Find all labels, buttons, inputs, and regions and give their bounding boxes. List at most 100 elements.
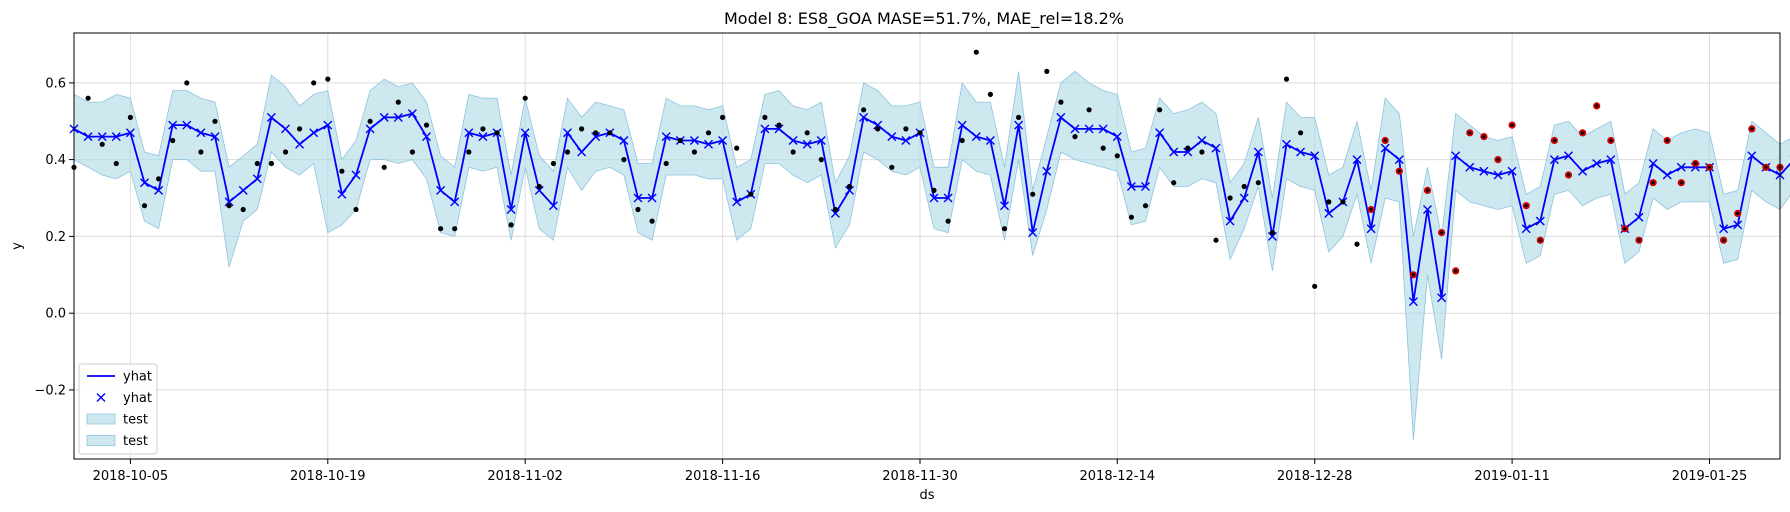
- y-tick-label: 0.2: [45, 230, 66, 245]
- actual-points: [71, 49, 1360, 289]
- yhat-marker: [1197, 136, 1207, 145]
- actual-point: [931, 187, 937, 193]
- yhat-marker: [1719, 224, 1729, 234]
- actual-point: [734, 145, 740, 151]
- test-point-center: [1693, 161, 1697, 166]
- test-point-center: [1496, 158, 1500, 162]
- yhat-marker: [760, 124, 770, 134]
- yhat-marker: [1535, 216, 1545, 226]
- test-point-center: [1411, 273, 1415, 277]
- actual-point: [1199, 149, 1205, 155]
- actual-point: [1354, 241, 1360, 247]
- actual-point: [325, 76, 331, 82]
- actual-point: [381, 164, 387, 170]
- yhat-marker: [1253, 147, 1263, 157]
- x-axis: 2018-10-05 2018-10-19 2018-11-02 2018-11-16…: [93, 459, 1747, 484]
- actual-point: [607, 130, 613, 136]
- chart-title: Model 8: ES8_GOA MASE=51.7%, MAE_rel=18.…: [724, 9, 1124, 29]
- legend-band-swatch: [86, 435, 116, 446]
- x-tick-label: 2018-12-14: [1080, 469, 1156, 484]
- test-point-center: [1623, 227, 1627, 231]
- yhat-marker: [774, 124, 784, 134]
- x-tick-label: 2018-10-05: [93, 469, 169, 484]
- yhat-marker: [619, 136, 629, 145]
- x-tick-label: 2018-12-28: [1277, 469, 1353, 484]
- actual-point: [438, 226, 444, 232]
- test-point-center: [1566, 173, 1571, 177]
- test-point-center: [1609, 138, 1613, 143]
- yhat-marker: [1126, 182, 1136, 191]
- yhat-marker: [1564, 151, 1573, 161]
- test-point-center: [1736, 211, 1740, 215]
- yhat-marker: [1000, 201, 1009, 211]
- y-axis: −0.2 0.0 0.2 0.4 0.6: [34, 76, 74, 398]
- yhat-marker: [266, 112, 276, 122]
- yhat-marker: [295, 139, 305, 149]
- actual-point: [156, 176, 162, 182]
- actual-point: [1114, 153, 1120, 159]
- yhat-marker: [548, 201, 558, 211]
- actual-point: [113, 160, 119, 167]
- test-points: [1367, 102, 1784, 279]
- yhat-marker: [422, 132, 431, 142]
- actual-point: [1100, 145, 1106, 151]
- yhat-marker: [1507, 166, 1517, 176]
- actual-point: [776, 122, 782, 128]
- test-point-center: [1397, 169, 1401, 173]
- yhat-marker: [520, 128, 530, 138]
- actual-point: [198, 149, 204, 155]
- yhat-marker: [450, 197, 460, 207]
- actual-point: [423, 122, 430, 128]
- actual-point: [748, 191, 754, 197]
- actual-point: [536, 183, 542, 190]
- yhat-marker: [1098, 124, 1108, 134]
- actual-point: [790, 149, 796, 155]
- actual-point: [1142, 203, 1149, 209]
- yhat-marker: [196, 128, 206, 138]
- actual-point: [818, 157, 824, 163]
- yhat-marker: [732, 197, 742, 207]
- yhat-marker: [1028, 228, 1038, 238]
- yhat-marker: [1014, 120, 1024, 130]
- actual-point: [1016, 114, 1022, 120]
- actual-point: [593, 130, 599, 136]
- yhat-marker: [224, 197, 234, 207]
- yhat-marker: [929, 193, 939, 203]
- legend-label: test: [123, 413, 148, 428]
- yhat-marker: [1112, 132, 1122, 142]
- x-tick-label: 2018-11-30: [882, 469, 958, 484]
- yhat-marker: [1211, 143, 1221, 153]
- yhat-marker: [704, 139, 713, 149]
- actual-point: [677, 137, 683, 144]
- actual-point: [861, 107, 867, 113]
- yhat-marker: [309, 128, 319, 138]
- test-point-center: [1538, 238, 1542, 242]
- yhat-marker: [788, 136, 798, 145]
- actual-point: [1340, 199, 1346, 205]
- actual-point: [212, 118, 218, 124]
- yhat-marker: [83, 132, 93, 142]
- yhat-marker: [1366, 224, 1376, 234]
- yhat-marker: [1225, 216, 1235, 226]
- yhat-marker: [1183, 147, 1193, 157]
- yhat-marker: [802, 139, 812, 149]
- actual-point: [987, 91, 994, 97]
- yhat-marker: [577, 147, 587, 157]
- yhat-marker: [140, 178, 149, 188]
- actual-point: [127, 114, 133, 120]
- test-point-center: [1764, 165, 1768, 169]
- yhat-marker: [718, 136, 728, 145]
- yhat-marker: [182, 120, 192, 130]
- test-point-center: [1369, 207, 1373, 212]
- test-point-center: [1722, 238, 1726, 242]
- test-point-center: [1679, 181, 1683, 185]
- legend-label: yhat: [123, 391, 152, 406]
- actual-point: [1001, 226, 1008, 232]
- actual-point: [875, 126, 881, 132]
- actual-point: [621, 157, 627, 163]
- yhat-marker: [534, 185, 544, 195]
- yhat-marker: [1169, 147, 1179, 157]
- actual-point: [353, 206, 359, 213]
- y-tick-label: −0.2: [34, 383, 66, 398]
